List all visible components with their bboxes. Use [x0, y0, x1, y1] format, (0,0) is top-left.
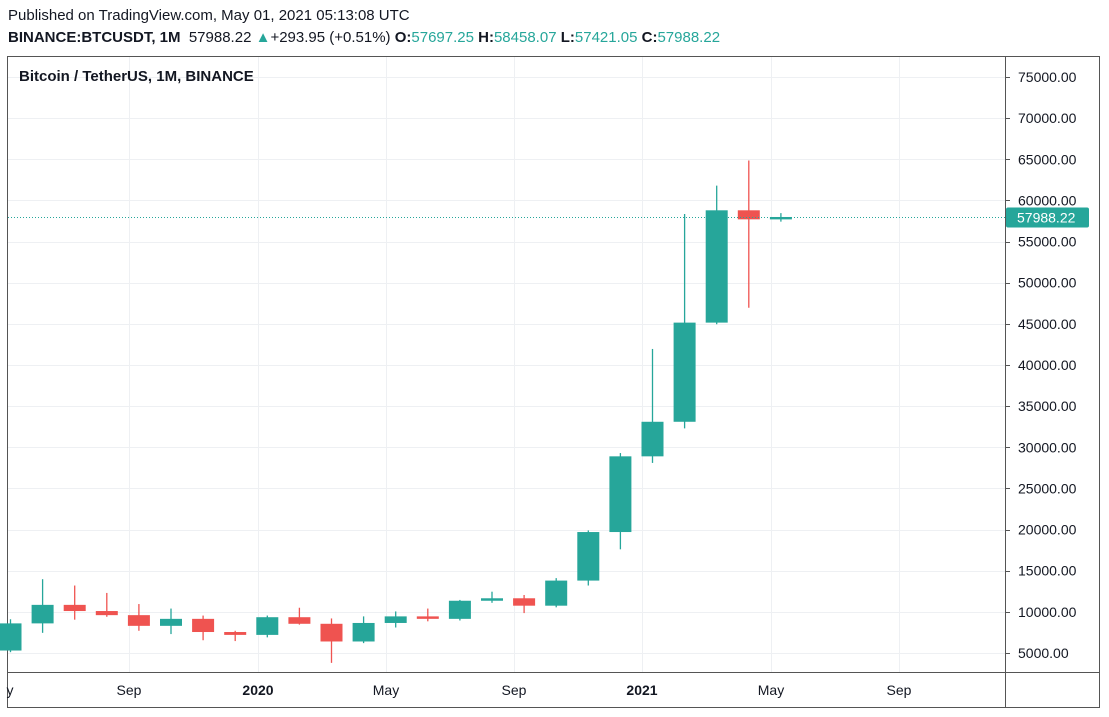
candle-body [577, 532, 600, 581]
y-tick-label: 30000.00 [1018, 439, 1077, 455]
x-tick-label: y [7, 682, 14, 698]
candle-body [95, 611, 118, 616]
candle-body [769, 216, 792, 220]
y-tick-label: 35000.00 [1018, 398, 1077, 414]
high-label: H: [478, 29, 494, 46]
candle-body [224, 632, 247, 635]
high-value: 58458.07 [493, 29, 557, 46]
last-price: 57988.22 [188, 29, 252, 46]
candle-body [513, 598, 536, 606]
candle-body [673, 322, 696, 422]
candle-body [31, 604, 54, 624]
open-label: O: [394, 29, 412, 46]
candle-body [127, 615, 150, 626]
x-tick-label: 2021 [626, 682, 657, 698]
candle-body [609, 456, 632, 533]
last-price-tag [1006, 207, 1089, 228]
x-tick-label: May [373, 682, 399, 698]
y-tick-label: 15000.00 [1018, 563, 1077, 579]
close-label: C: [641, 29, 658, 46]
open-value: 57697.25 [411, 29, 474, 46]
candle-body [0, 623, 22, 651]
candle-body [352, 622, 375, 642]
quote-line: BINANCE:BTCUSDT, 1M 57988.22 ▲+293.95 (+… [8, 29, 720, 46]
y-tick-label: 25000.00 [1018, 480, 1077, 496]
last-price-tag-label: 57988.22 [1017, 210, 1076, 226]
y-tick-label: 40000.00 [1018, 357, 1077, 373]
candle-body [192, 618, 215, 633]
close-value: 57988.22 [657, 29, 721, 46]
candle-body [737, 210, 760, 220]
y-tick-label: 20000.00 [1018, 522, 1077, 538]
low-label: L: [560, 29, 575, 46]
candle-body [448, 600, 471, 619]
x-tick-label: Sep [117, 682, 142, 698]
x-tick-label: May [758, 682, 784, 698]
low-value: 57421.05 [574, 29, 638, 46]
y-tick-label: 5000.00 [1018, 645, 1069, 661]
y-tick-label: 75000.00 [1018, 69, 1077, 85]
x-tick-label: 2020 [242, 682, 273, 698]
candle-body [481, 598, 503, 601]
x-tick-label: Sep [502, 682, 527, 698]
y-tick-label: 55000.00 [1018, 234, 1077, 250]
y-tick-label: 50000.00 [1018, 275, 1077, 291]
y-tick-label: 65000.00 [1018, 151, 1077, 167]
candle-body [416, 616, 439, 619]
y-tick-label: 10000.00 [1018, 604, 1077, 620]
x-tick-label: Sep [887, 682, 912, 698]
y-tick-label: 60000.00 [1018, 192, 1077, 208]
price-change: +293.95 (+0.51%) [270, 29, 391, 46]
candle-body [545, 580, 568, 606]
candle-body [705, 210, 728, 323]
candle-body [320, 623, 343, 642]
y-tick-label: 70000.00 [1018, 110, 1077, 126]
up-arrow-icon: ▲ [255, 29, 271, 46]
published-note: Published on TradingView.com, May 01, 20… [8, 7, 410, 24]
chart-title: Bitcoin / TetherUS, 1M, BINANCE [19, 68, 254, 85]
chart-frame[interactable] [7, 56, 1100, 708]
y-tick-label: 45000.00 [1018, 316, 1077, 332]
symbol-label[interactable]: BINANCE:BTCUSDT, 1M [8, 29, 181, 46]
candle-body [63, 604, 86, 612]
candle-body [160, 618, 182, 626]
candle-body [288, 617, 311, 624]
candle-body [641, 421, 664, 457]
candle-body [384, 616, 407, 623]
candle-body [256, 617, 279, 635]
